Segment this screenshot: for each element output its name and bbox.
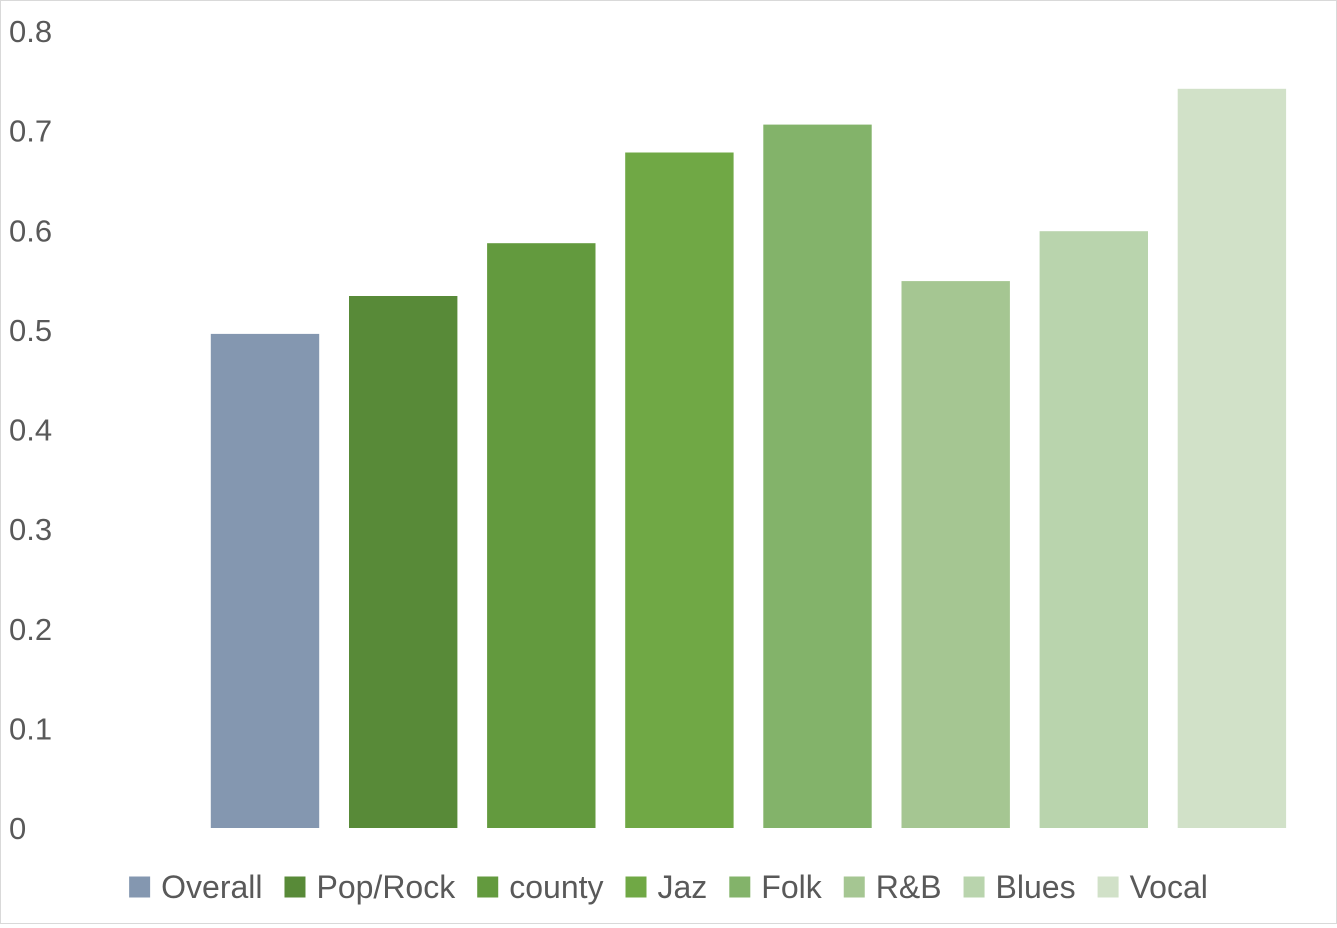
legend-swatch	[284, 876, 306, 898]
legend-label: Overall	[161, 869, 262, 905]
legend-label: Folk	[761, 869, 822, 905]
bars	[210, 88, 1287, 829]
legend-item: Pop/Rock	[284, 869, 456, 905]
y-tick-label: 0.3	[9, 512, 52, 547]
legend-label: county	[509, 869, 603, 905]
legend-swatch	[1097, 876, 1119, 898]
legend-item: Vocal	[1097, 869, 1208, 905]
legend-label: Blues	[996, 869, 1076, 905]
legend-swatch	[729, 876, 751, 898]
legend-label: R&B	[876, 869, 942, 905]
legend-item: Folk	[729, 869, 823, 905]
legend-swatch	[625, 876, 647, 898]
legend-label: Pop/Rock	[316, 869, 456, 905]
y-tick-label: 0.5	[9, 313, 52, 348]
legend-label: Vocal	[1130, 869, 1208, 905]
bar-county	[487, 243, 596, 828]
y-tick-label: 0	[9, 811, 26, 846]
legend-swatch	[129, 876, 151, 898]
bar-overall	[210, 333, 320, 828]
y-tick-label: 0.6	[9, 213, 52, 248]
y-axis-ticks: 0 0.1 0.2 0.3 0.4 0.5 0.6 0.7 0.8	[9, 14, 52, 846]
y-tick-label: 0.8	[9, 14, 52, 49]
legend-item: R&B	[843, 869, 942, 905]
bar-r-b	[901, 281, 1010, 829]
legend-item: county	[477, 869, 604, 905]
legend-swatch	[843, 876, 865, 898]
y-tick-label: 0.1	[9, 711, 52, 746]
legend-swatch	[477, 876, 499, 898]
bar-pop-rock	[349, 296, 458, 828]
bar-jaz	[625, 152, 734, 828]
legend-item: Overall	[129, 869, 262, 905]
y-tick-label: 0.7	[9, 114, 52, 149]
bar-vocal	[1177, 88, 1287, 829]
legend-item: Blues	[963, 869, 1076, 905]
bar-folk	[763, 124, 872, 829]
y-tick-label: 0.4	[9, 413, 52, 448]
legend-item: Jaz	[625, 869, 708, 905]
legend: Overall Pop/Rock county Jaz Folk R&B Blues Voca…	[129, 869, 1208, 905]
legend-swatch	[963, 876, 985, 898]
bar-blues	[1039, 231, 1148, 828]
y-tick-label: 0.2	[9, 612, 52, 647]
legend-label: Jaz	[658, 869, 708, 905]
